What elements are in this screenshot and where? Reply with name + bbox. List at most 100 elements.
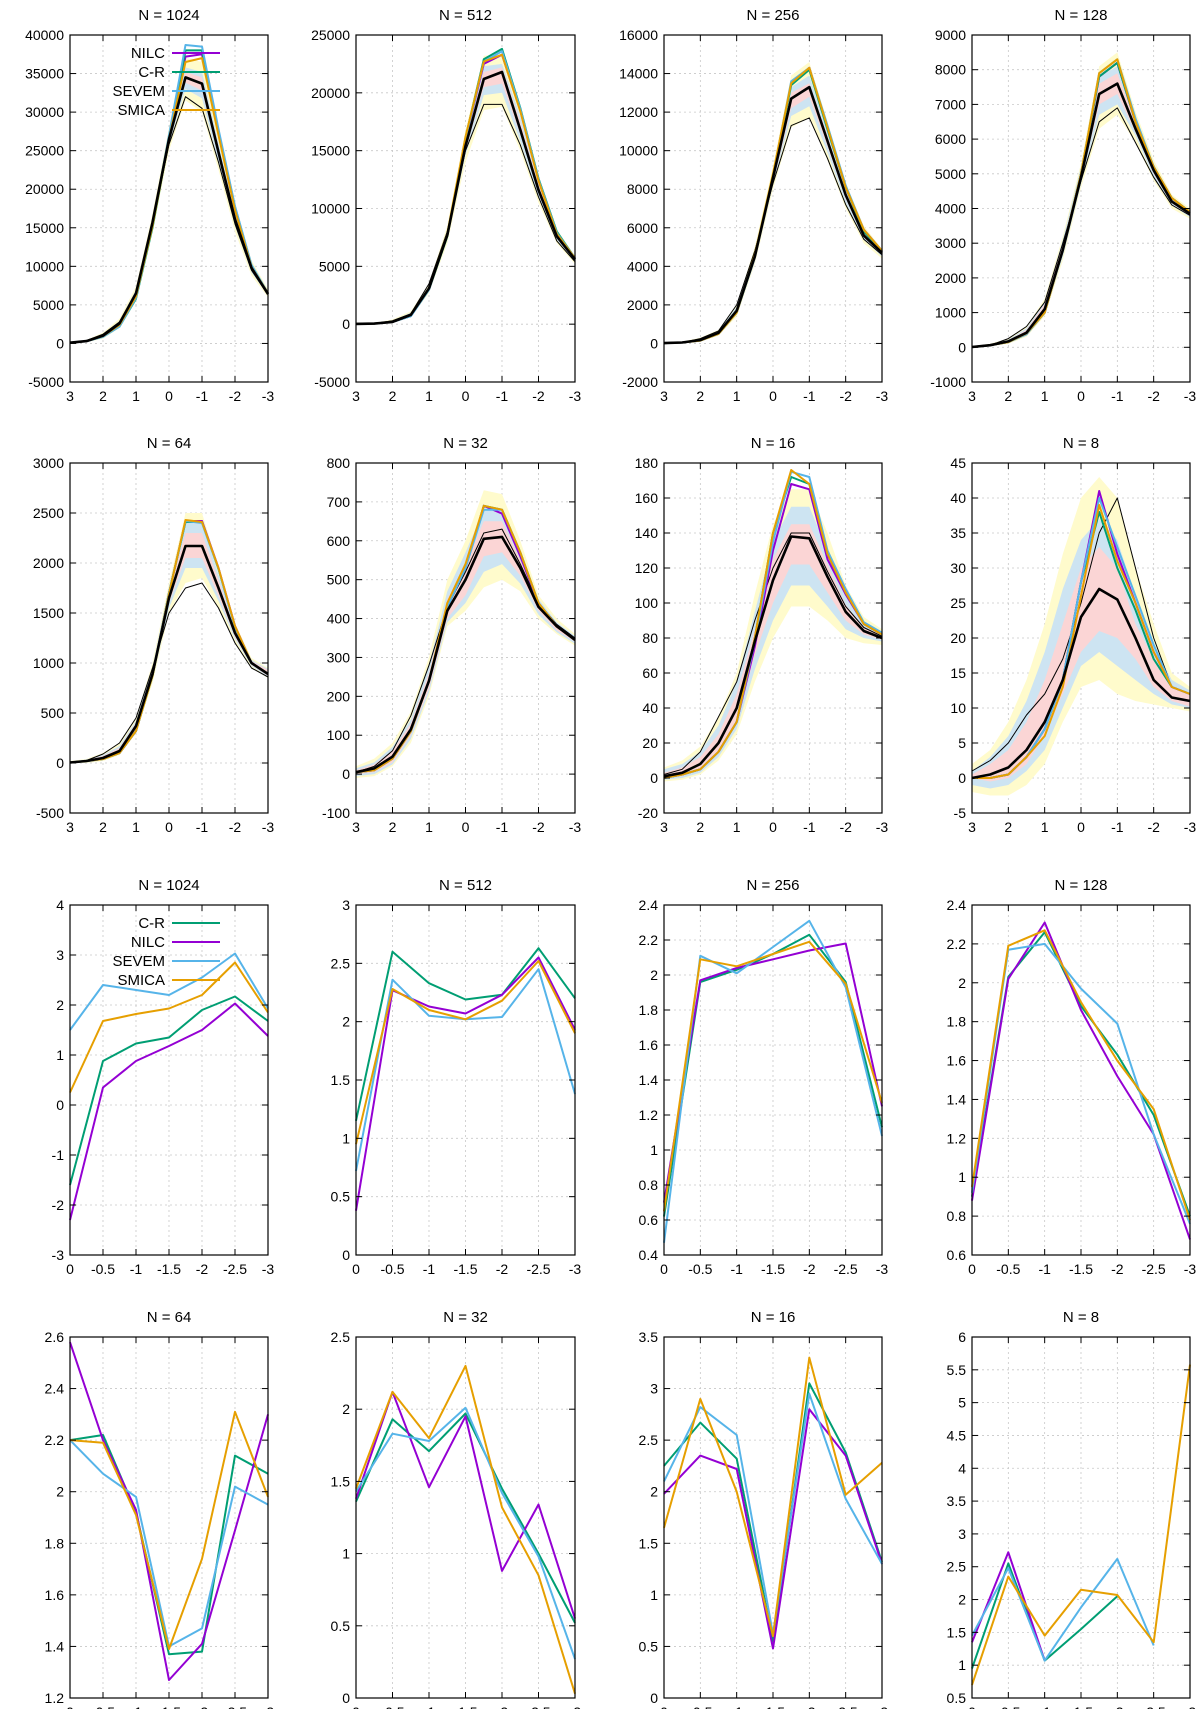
band-inner <box>972 547 1190 782</box>
y-tick-label: 3 <box>958 1526 966 1542</box>
x-tick-label: -3 <box>262 388 275 404</box>
x-tick-label: 0 <box>968 1704 976 1709</box>
series-line-smica <box>971 929 1191 1221</box>
y-tick-label: 10 <box>950 700 966 716</box>
y-tick-label: 20 <box>642 735 658 751</box>
y-tick-label: 0.5 <box>331 1189 351 1205</box>
y-tick-label: 8000 <box>935 62 966 78</box>
x-tick-label: 3 <box>968 819 976 835</box>
y-tick-label: 2 <box>650 1484 658 1500</box>
y-tick-label: 0 <box>56 755 64 771</box>
x-tick-label: -1 <box>496 819 509 835</box>
y-tick-label: 2 <box>342 1401 350 1417</box>
y-tick-label: -5000 <box>314 374 350 390</box>
y-tick-label: 5000 <box>935 166 966 182</box>
mean-line <box>663 535 883 778</box>
x-tick-label: -2.5 <box>1142 1704 1166 1709</box>
panel-6: 3 2 1 0 -1 -2 -3 -100 0 100 200 300 400 500 600 700 800 N… <box>322 435 581 835</box>
mean-line <box>971 587 1191 780</box>
x-tick-label: -1.5 <box>157 1261 181 1277</box>
y-tick-label: 2 <box>650 967 658 983</box>
y-tick-label: 40 <box>950 490 966 506</box>
x-tick-label: -3 <box>1184 1704 1197 1709</box>
y-tick-label: 0.6 <box>947 1247 967 1263</box>
y-tick-label: 0 <box>958 770 966 786</box>
y-tick-label: 700 <box>327 494 351 510</box>
y-tick-label: 0.5 <box>331 1618 351 1634</box>
y-tick-label: 1 <box>958 1169 966 1185</box>
y-tick-label: 14000 <box>619 66 658 82</box>
x-tick-label: 0 <box>352 1261 360 1277</box>
panel-title: N = 16 <box>751 435 796 452</box>
y-tick-label: 1 <box>342 1130 350 1146</box>
y-tick-label: 1 <box>56 1047 64 1063</box>
x-tick-label: -1 <box>496 388 509 404</box>
series-line-nilc <box>69 1002 269 1221</box>
y-tick-label: 2.4 <box>45 1381 65 1397</box>
y-tick-label: 2.4 <box>639 897 659 913</box>
y-tick-label: -5 <box>954 805 967 821</box>
y-tick-label: 4 <box>958 1460 966 1476</box>
mean-line <box>971 82 1191 349</box>
y-tick-label: -1 <box>52 1147 65 1163</box>
y-tick-label: 0 <box>56 1097 64 1113</box>
y-tick-label: 120 <box>635 560 659 576</box>
x-tick-label: 1 <box>1041 819 1049 835</box>
x-tick-label: 1 <box>425 388 433 404</box>
legend-label-nilc: NILC <box>131 45 165 62</box>
x-tick-label: -1 <box>423 1704 436 1709</box>
series-line-smica <box>663 1356 883 1638</box>
y-tick-label: -100 <box>322 805 350 821</box>
legend-label-nilc: NILC <box>131 934 165 951</box>
y-tick-label: 1.6 <box>639 1037 659 1053</box>
x-tick-label: -2 <box>229 819 242 835</box>
x-tick-label: -2 <box>839 819 852 835</box>
y-tick-label: 0 <box>650 335 658 351</box>
y-tick-label: -20 <box>638 805 658 821</box>
y-tick-label: 2.2 <box>947 936 967 952</box>
x-tick-label: -1.5 <box>761 1261 785 1277</box>
y-tick-label: 3 <box>342 897 350 913</box>
x-tick-label: -1.5 <box>157 1704 181 1709</box>
y-tick-label: 1.8 <box>45 1535 65 1551</box>
panel-12: 0 -0.5 -1 -1.5 -2 -2.5 -3 0.6 0.8 1 1.2 1.4 1.6 1.8 2 2… <box>947 877 1197 1277</box>
x-tick-label: 2 <box>99 819 107 835</box>
y-tick-label: 1.8 <box>947 1014 967 1030</box>
y-tick-label: 0 <box>650 1690 658 1706</box>
x-tick-label: 0 <box>769 388 777 404</box>
y-tick-label: 1.5 <box>331 1473 351 1489</box>
y-tick-label: 7000 <box>935 96 966 112</box>
y-tick-label: 15000 <box>311 143 350 159</box>
y-tick-label: 6000 <box>627 220 658 236</box>
x-tick-label: -2 <box>1147 819 1160 835</box>
y-tick-label: 25000 <box>25 143 64 159</box>
y-tick-label: 45 <box>950 455 966 471</box>
x-tick-label: -2 <box>1147 388 1160 404</box>
panel-title: N = 64 <box>147 1309 192 1326</box>
band-mid <box>972 519 1190 789</box>
y-tick-label: 2.5 <box>639 1432 659 1448</box>
x-tick-label: 2 <box>1004 819 1012 835</box>
thin-reference-line <box>69 582 269 763</box>
y-tick-label: 1.4 <box>947 1091 967 1107</box>
x-tick-label: -3 <box>876 1261 889 1277</box>
x-tick-label: -3 <box>569 388 582 404</box>
panel-title: N = 64 <box>147 435 192 452</box>
x-tick-label: -1.5 <box>453 1704 477 1709</box>
y-tick-label: -500 <box>36 805 64 821</box>
panel-title: N = 256 <box>747 877 800 894</box>
x-tick-label: 3 <box>66 819 74 835</box>
y-tick-label: 2000 <box>33 555 64 571</box>
y-tick-label: 0.6 <box>639 1212 659 1228</box>
legend-label-sevem: SEVEM <box>112 953 165 970</box>
panel-title: N = 256 <box>747 7 800 24</box>
x-tick-label: -3 <box>876 819 889 835</box>
plot-area <box>70 35 268 382</box>
series-line-smica <box>972 504 1191 779</box>
x-tick-label: 0 <box>1077 388 1085 404</box>
x-tick-label: 3 <box>66 388 74 404</box>
legend-label-smica: SMICA <box>117 972 165 989</box>
y-tick-label: 15000 <box>25 220 64 236</box>
y-tick-label: 1.6 <box>947 1053 967 1069</box>
series-line-smica <box>663 469 883 779</box>
